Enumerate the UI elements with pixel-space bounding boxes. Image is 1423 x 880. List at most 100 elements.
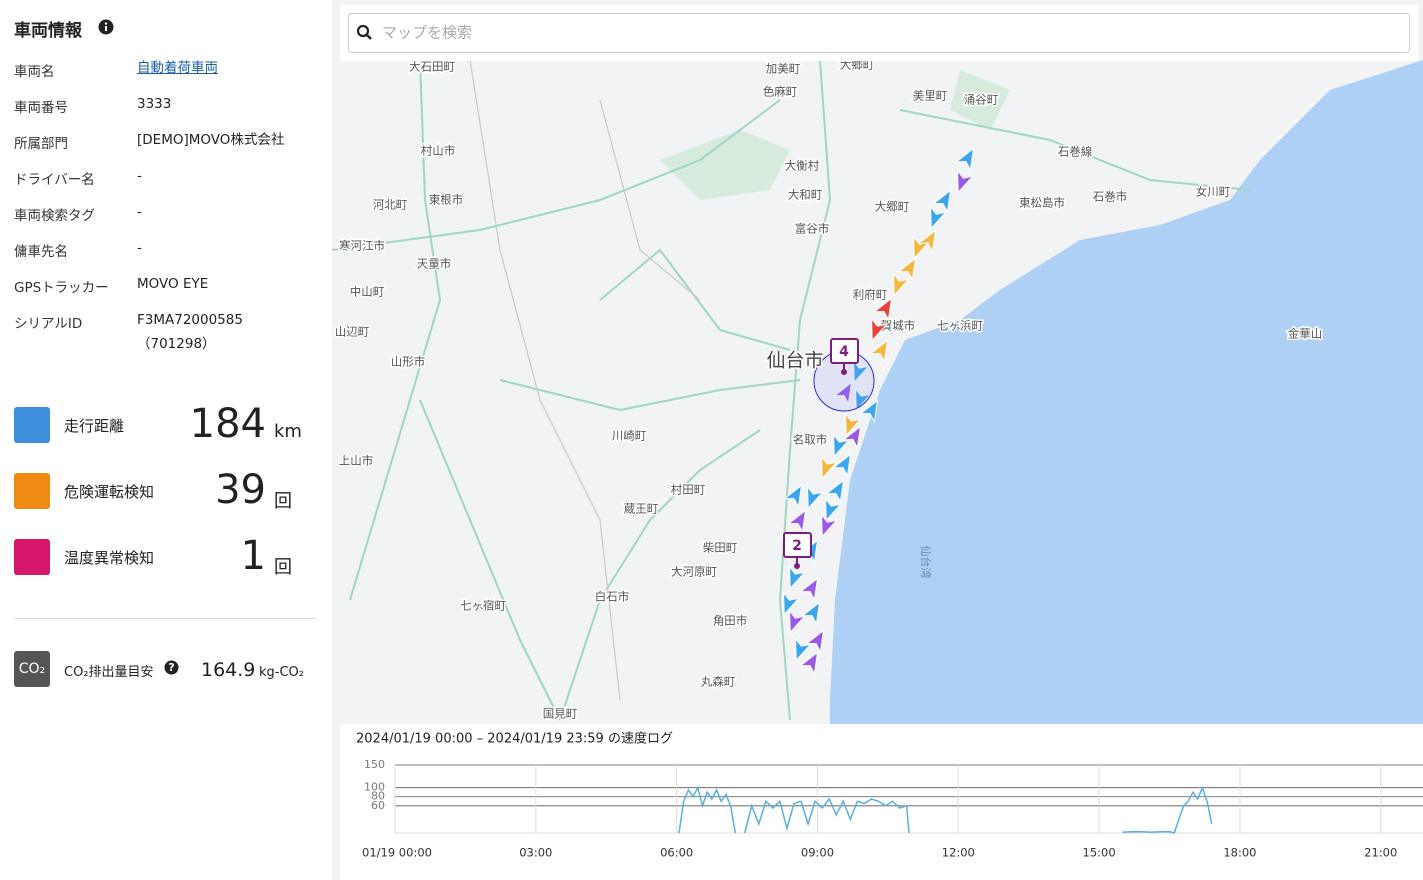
- search-input[interactable]: [348, 13, 1410, 53]
- route-arrow: [805, 629, 825, 654]
- stat-label: 走行距離: [64, 417, 125, 435]
- route-arrow: [853, 359, 870, 384]
- route-arrow: [955, 147, 975, 172]
- place-label: 上山市: [339, 454, 374, 468]
- info-value: F3MA72000585（701298）: [137, 312, 243, 352]
- marker[interactable]: 4: [830, 338, 859, 375]
- x-tick-label: 15:00: [1083, 846, 1116, 860]
- route-arrow: [871, 317, 888, 342]
- place-dot: [429, 64, 435, 70]
- place-dot: [435, 148, 441, 154]
- place-dot: [557, 711, 563, 717]
- info-label: 所属部門: [14, 136, 68, 152]
- route-arrow: [789, 565, 806, 590]
- route-arrow: [845, 412, 862, 437]
- co2-unit: kg-CO₂: [259, 665, 304, 680]
- place-label: 国見町: [543, 707, 578, 721]
- info-icon[interactable]: [98, 19, 114, 35]
- speed-line: [1122, 785, 1213, 834]
- place-dot: [957, 323, 963, 329]
- place-dot: [799, 163, 805, 169]
- route-arrow: [859, 399, 879, 424]
- route-arrow: [957, 169, 974, 194]
- place-label: 川崎町: [612, 429, 647, 443]
- place-dot: [978, 97, 984, 103]
- stat-unit: km: [274, 421, 302, 442]
- place-dot: [364, 289, 370, 295]
- place-label: 金華山: [1288, 327, 1323, 341]
- route-arrow: [893, 272, 910, 297]
- stat-label: 温度異常検知: [64, 549, 155, 567]
- x-tick-label: 01/19 00:00: [362, 846, 432, 860]
- park: [660, 70, 1010, 200]
- speed-title: 2024/01/19 00:00 – 2024/01/19 23:59 の速度ロ…: [356, 731, 673, 747]
- info-value: -: [137, 240, 142, 256]
- x-tick-label: 21:00: [1364, 846, 1397, 860]
- route-arrow: [913, 235, 930, 260]
- place-label: 名取市: [793, 433, 828, 447]
- place-label: 東根市: [429, 193, 464, 207]
- route-arrow: [783, 591, 800, 616]
- search-placeholder: マップを検索: [382, 24, 472, 42]
- speed-line: [743, 797, 910, 834]
- place-label: 富谷市: [795, 222, 830, 236]
- place-label: 美里町: [913, 89, 948, 103]
- place-dot: [867, 292, 873, 298]
- route-arrow: [855, 387, 872, 412]
- place-label: 山形市: [391, 355, 426, 369]
- place-label: 大石田町: [409, 60, 455, 74]
- place-dot: [1107, 194, 1113, 200]
- place-dot: [431, 261, 437, 267]
- place-dot: [802, 192, 808, 198]
- route-arrow: [897, 257, 917, 282]
- route-arrow: [807, 485, 824, 510]
- place-dot: [359, 243, 365, 249]
- y-tick-label: 100: [364, 781, 385, 794]
- place-label: 大河原町: [671, 565, 717, 579]
- route-arrow: [833, 433, 850, 458]
- stat-unit: 回: [274, 557, 292, 578]
- svg-text:?: ?: [168, 661, 174, 674]
- place-label: 七ヶ浜町: [937, 319, 983, 333]
- place-label: 村田町: [671, 483, 706, 497]
- sidebar-title: 車両情報: [14, 21, 82, 41]
- place-dot: [387, 202, 393, 208]
- place-dot: [685, 487, 691, 493]
- place-label: 石巻線: [1058, 145, 1093, 159]
- route-arrow: [821, 455, 838, 480]
- place-dot: [480, 603, 486, 609]
- route-arrow: [825, 497, 842, 522]
- place-dot: [854, 62, 860, 68]
- x-tick-label: 09:00: [801, 846, 834, 860]
- info-label: 車両名: [14, 64, 55, 80]
- info-value: MOVO EYE: [137, 276, 209, 292]
- info-value[interactable]: 自動着荷車両: [137, 60, 218, 76]
- place-label: 寒河江市: [339, 239, 385, 253]
- x-tick-label: 18:00: [1223, 846, 1256, 860]
- x-tick-label: 03:00: [519, 846, 552, 860]
- city-label: 仙台市: [766, 350, 823, 372]
- stat-value: 39: [215, 467, 266, 513]
- place-dot: [609, 594, 615, 600]
- place-dot: [889, 204, 895, 210]
- route-arrow: [832, 453, 852, 478]
- route-arrow: [869, 339, 889, 364]
- stat-unit: 回: [274, 491, 292, 512]
- place-label: 色麻町: [763, 85, 798, 99]
- help-icon[interactable]: ?: [164, 660, 179, 675]
- info-value: -: [137, 204, 142, 220]
- search-icon: [356, 24, 370, 38]
- divider: [14, 618, 316, 619]
- route-arrow: [821, 513, 838, 538]
- route-arrow: [799, 577, 819, 602]
- place-label: 大衡村: [785, 159, 820, 173]
- route-arrow: [795, 637, 812, 662]
- place-label: 柴田町: [703, 541, 738, 555]
- place-label: 山辺町: [335, 325, 370, 339]
- place-dot: [777, 89, 783, 95]
- info-label: 車両番号: [14, 100, 68, 116]
- route-arrow: [801, 601, 821, 626]
- marker[interactable]: 2: [783, 532, 812, 569]
